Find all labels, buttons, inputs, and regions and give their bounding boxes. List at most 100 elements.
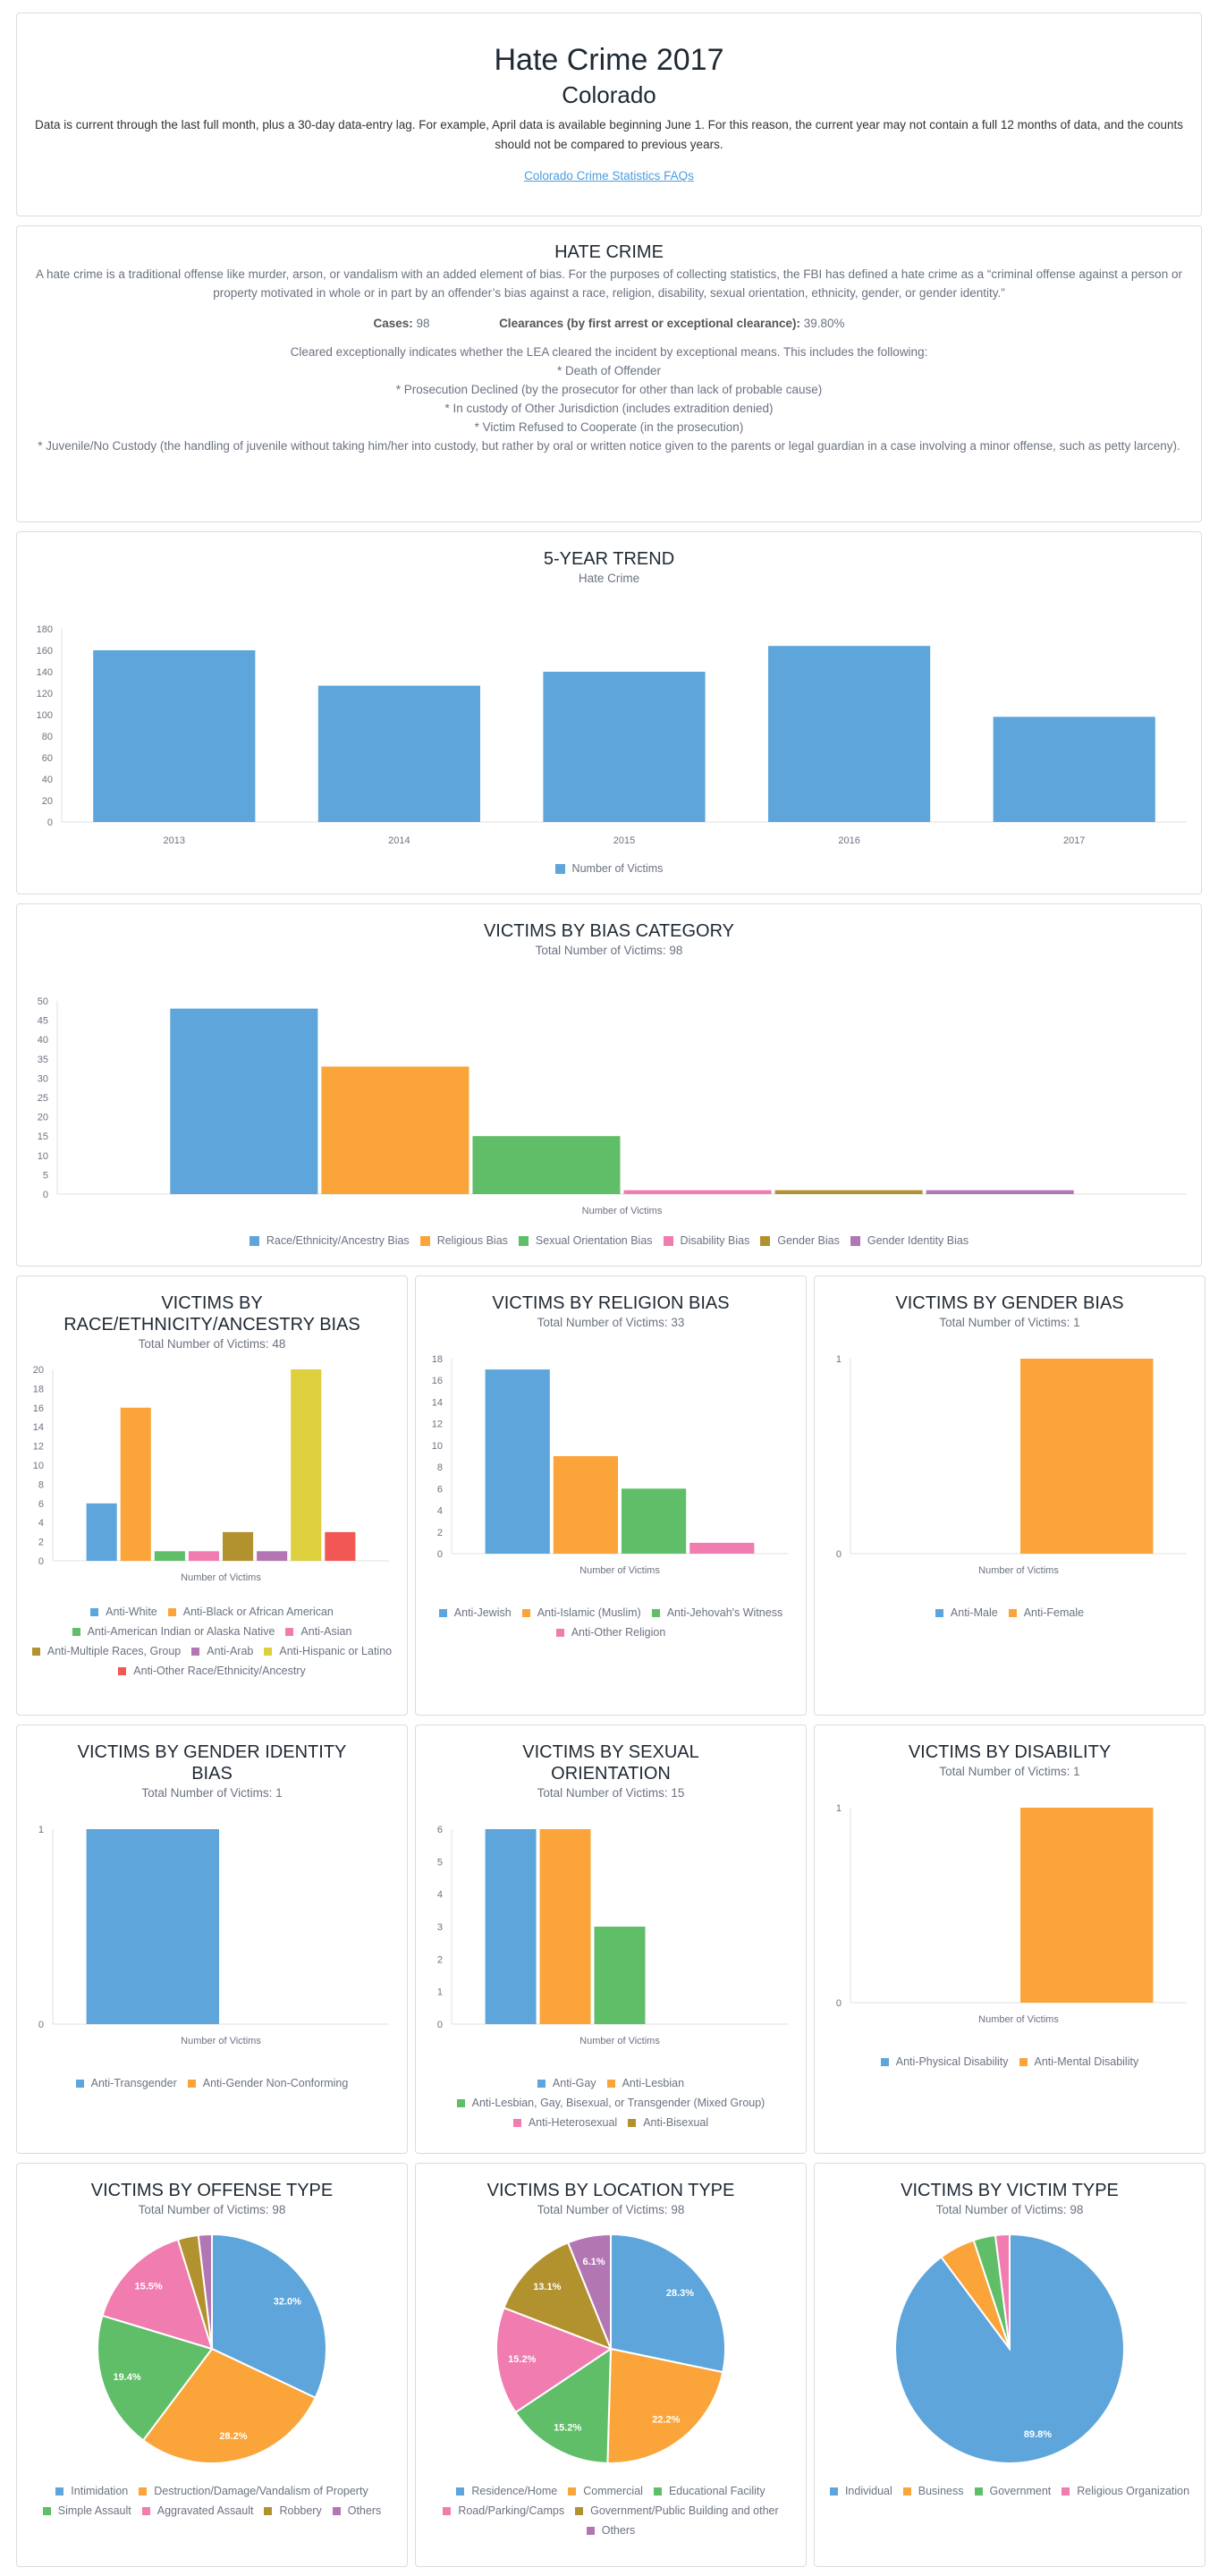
legend-item[interactable]: Simple Assault xyxy=(42,2503,131,2519)
legend-item[interactable]: Intimidation xyxy=(55,2483,128,2499)
legend-label: Number of Victims xyxy=(571,862,664,875)
pie-data-label: 15.2% xyxy=(508,2354,536,2365)
chart-title-line: VICTIMS BY GENDER BIAS xyxy=(895,1293,1124,1313)
y-tick-label: 6 xyxy=(437,1484,443,1495)
legend-item[interactable]: Anti-Transgender xyxy=(75,2075,177,2091)
legend-swatch xyxy=(512,2118,521,2127)
legend-item[interactable]: Anti-Male xyxy=(935,1605,998,1621)
legend-item[interactable]: Anti-Jewish xyxy=(438,1605,512,1621)
pie-data-label: 32.0% xyxy=(274,2297,301,2308)
y-tick-label: 14 xyxy=(432,1397,443,1408)
legend-item[interactable]: Others xyxy=(332,2503,381,2519)
legend-item[interactable]: Anti-Gay xyxy=(537,2075,596,2091)
legend-item[interactable]: Road/Parking/Camps xyxy=(443,2503,564,2519)
data-note: Data is current through the last full mo… xyxy=(35,118,1183,151)
victim-type-pie: 89.8% xyxy=(894,2233,1125,2464)
legend-item[interactable]: Anti-Islamic (Muslim) xyxy=(521,1605,641,1621)
sexual-orientation-chart-card: VICTIMS BY SEXUAL ORIENTATION Total Numbe… xyxy=(415,1724,807,2154)
legend-item[interactable]: Robbery xyxy=(264,2503,322,2519)
legend-item[interactable]: Anti-Heterosexual xyxy=(512,2114,617,2131)
legend-item[interactable]: Anti-Multiple Races, Group xyxy=(31,1643,182,1659)
bar xyxy=(317,685,480,822)
religion-chart-card: VICTIMS BY RELIGION BIAS Total Number of… xyxy=(415,1275,807,1716)
legend-label: Disability Bias xyxy=(680,1234,750,1247)
legend-label: Religious Organization xyxy=(1077,2485,1190,2497)
legend-label: Anti-Asian xyxy=(300,1625,352,1638)
pie-slice xyxy=(141,2347,317,2464)
legend-item[interactable]: Number of Victims xyxy=(554,860,664,877)
pie-slice xyxy=(606,2347,724,2464)
legend-item[interactable]: Others xyxy=(586,2522,635,2538)
legend-item[interactable]: Anti-Other Religion xyxy=(555,1624,665,1640)
y-tick-label: 12 xyxy=(33,1442,44,1453)
legend-item[interactable]: Anti-Gender Non-Conforming xyxy=(187,2075,348,2091)
legend-item[interactable]: Residence/Home xyxy=(456,2483,557,2499)
legend-swatch xyxy=(264,2506,273,2515)
legend-item[interactable]: Anti-Lesbian, Gay, Bisexual, or Transgen… xyxy=(456,2095,765,2111)
legend-label: Robbery xyxy=(279,2504,322,2517)
legend-label: Anti-Transgender xyxy=(90,2077,177,2089)
legend-item[interactable]: Anti-Hispanic or Latino xyxy=(264,1643,392,1659)
legend-item[interactable]: Anti-American Indian or Alaska Native xyxy=(72,1623,275,1640)
y-tick-label: 2 xyxy=(437,1954,443,1965)
y-tick-label: 10 xyxy=(38,1151,48,1162)
y-tick-label: 0 xyxy=(437,2020,443,2030)
x-axis-label: Number of Victims xyxy=(582,1206,663,1216)
legend-item[interactable]: Government xyxy=(974,2483,1052,2499)
legend-item[interactable]: Commercial xyxy=(568,2483,643,2499)
legend-item[interactable]: Anti-Other Race/Ethnicity/Ancestry xyxy=(118,1663,306,1679)
chart-title-line: VICTIMS BY DISABILITY xyxy=(908,1742,1112,1762)
y-tick-label: 1 xyxy=(836,1803,842,1814)
chart-title: VICTIMS BY OFFENSE TYPE xyxy=(90,2181,334,2200)
legend-item[interactable]: Destruction/Damage/Vandalism of Property xyxy=(139,2483,368,2499)
y-tick-label: 45 xyxy=(38,1016,48,1027)
legend-item[interactable]: Sexual Orientation Bias xyxy=(518,1233,653,1249)
legend-item[interactable]: Anti-Arab xyxy=(191,1643,253,1659)
legend-item[interactable]: Government/Public Building and other xyxy=(575,2503,779,2519)
y-tick-label: 6 xyxy=(38,1499,44,1510)
legend-item[interactable]: Anti-Asian xyxy=(285,1623,351,1640)
y-tick-label: 0 xyxy=(47,818,53,828)
y-tick-label: 4 xyxy=(437,1506,443,1517)
legend-item[interactable]: Disability Bias xyxy=(663,1233,750,1249)
legend-item[interactable]: Anti-Black or African American xyxy=(167,1604,334,1620)
legend-swatch xyxy=(75,2079,84,2088)
legend-item[interactable]: Educational Facility xyxy=(653,2483,765,2499)
legend-swatch xyxy=(90,1607,99,1616)
legend-swatch xyxy=(249,1235,259,1246)
faq-link[interactable]: Colorado Crime Statistics FAQs xyxy=(524,169,694,182)
legend-item[interactable]: Gender Bias xyxy=(760,1233,840,1249)
legend-swatch xyxy=(518,1235,529,1246)
chart-title-line: VICTIMS BY RELIGION BIAS xyxy=(492,1293,730,1313)
legend-swatch xyxy=(653,2487,662,2496)
chart-title: VICTIMS BY LOCATION TYPE xyxy=(486,2181,735,2200)
cleared-item: * Death of Offender xyxy=(556,364,662,377)
legend-label: Anti-Multiple Races, Group xyxy=(47,1645,182,1657)
chart-legend: Race/Ethnicity/Ancestry Bias Religious Bi… xyxy=(17,1233,1201,1249)
legend-item[interactable]: Aggravated Assault xyxy=(141,2503,253,2519)
legend-label: Government xyxy=(989,2485,1052,2497)
legend-item[interactable]: Anti-Bisexual xyxy=(628,2114,708,2131)
legend-item[interactable]: Anti-Mental Disability xyxy=(1019,2054,1138,2070)
legend-item[interactable]: Gender Identity Bias xyxy=(850,1233,968,1249)
legend-swatch xyxy=(42,2506,51,2515)
legend-item[interactable]: Business xyxy=(902,2483,964,2499)
bar xyxy=(93,650,256,822)
legend-item[interactable]: Race/Ethnicity/Ancestry Bias xyxy=(249,1233,410,1249)
legend-item[interactable]: Individual xyxy=(829,2483,892,2499)
legend-swatch xyxy=(568,2487,577,2496)
x-tick-label: 2014 xyxy=(388,835,410,846)
legend-item[interactable]: Anti-Physical Disability xyxy=(880,2054,1009,2070)
chart-title-line: RACE/ETHNICITY/ANCESTRY BIAS xyxy=(63,1315,360,1335)
legend-item[interactable]: Religious Organization xyxy=(1062,2483,1189,2499)
page-title: Hate Crime 2017 xyxy=(494,43,724,77)
legend-item[interactable]: Anti-White xyxy=(90,1604,157,1620)
bar xyxy=(321,1066,469,1194)
legend-item[interactable]: Religious Bias xyxy=(419,1233,508,1249)
legend-item[interactable]: Anti-Jehovah's Witness xyxy=(651,1605,782,1621)
bar xyxy=(325,1531,356,1561)
y-tick-label: 35 xyxy=(38,1055,48,1065)
legend-item[interactable]: Anti-Female xyxy=(1008,1605,1084,1621)
legend-item[interactable]: Anti-Lesbian xyxy=(606,2075,684,2091)
legend-swatch xyxy=(1008,1608,1017,1617)
